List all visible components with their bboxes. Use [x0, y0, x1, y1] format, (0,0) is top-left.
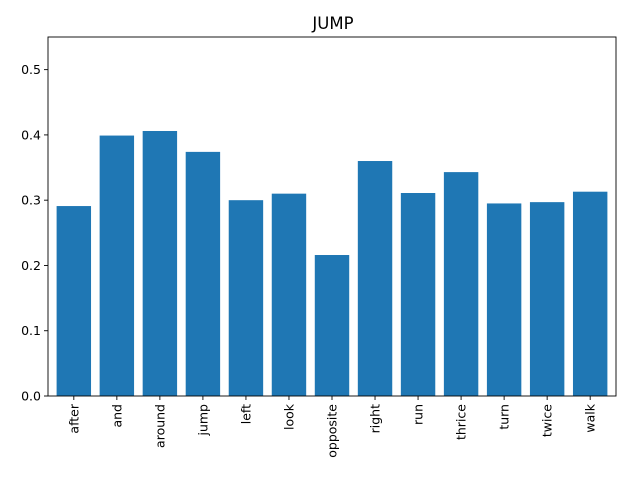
y-tick-label: 0.1: [21, 323, 41, 338]
bar-walk: [572, 191, 608, 396]
bar-and: [99, 135, 135, 396]
x-tick-label: turn: [497, 404, 512, 430]
x-tick-label: opposite: [325, 404, 340, 458]
y-tick-label: 0.3: [21, 193, 41, 208]
x-tick-label: right: [368, 404, 383, 433]
x-tick-label: look: [281, 403, 296, 430]
bar-twice: [529, 202, 565, 396]
x-tick-label: and: [109, 404, 124, 428]
bar-turn: [486, 203, 522, 396]
y-tick-label: 0.5: [21, 62, 41, 77]
x-tick-label: left: [238, 404, 253, 424]
x-tick-label: around: [152, 404, 167, 448]
bar-right: [357, 161, 393, 396]
x-tick-label: after: [66, 403, 81, 433]
x-tick-label: thrice: [454, 404, 469, 440]
bar-opposite: [314, 255, 350, 396]
bar-jump: [185, 151, 221, 396]
bar-around: [142, 130, 178, 396]
bar-after: [56, 206, 92, 396]
y-tick-label: 0.0: [21, 389, 41, 404]
bar-run: [400, 193, 436, 396]
bar-look: [271, 193, 307, 396]
chart-title: JUMP: [311, 14, 353, 33]
x-tick-label: run: [411, 404, 426, 425]
y-tick-label: 0.2: [21, 258, 41, 273]
bar-left: [228, 200, 264, 396]
x-tick-label: twice: [540, 404, 555, 437]
x-tick-label: walk: [583, 403, 598, 432]
bar-thrice: [443, 172, 479, 396]
x-tick-label: jump: [195, 404, 210, 437]
plot-area: 0.0 0.1 0.2 0.3 0.4 0.5 after and around jump left…: [21, 36, 617, 458]
y-tick-label: 0.4: [21, 127, 41, 142]
